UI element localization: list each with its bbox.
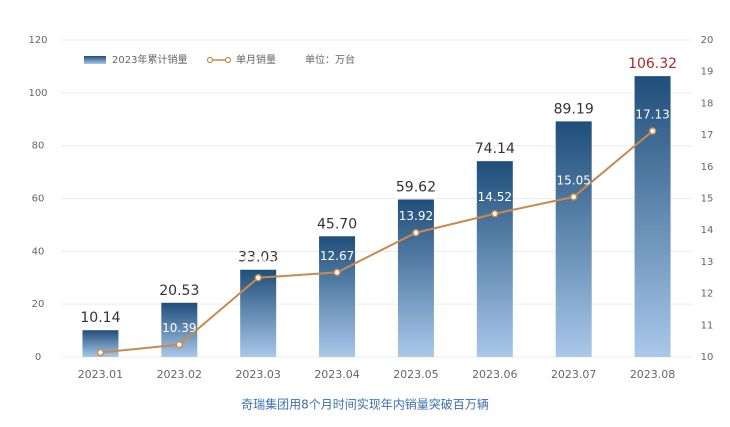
bar-value-label: 45.70 xyxy=(317,216,357,232)
legend-marker xyxy=(206,56,214,64)
bar-value-label: 106.32 xyxy=(628,56,677,72)
y-tick-label: 40 xyxy=(32,246,45,257)
line-marker xyxy=(648,127,657,135)
x-tick-label: 2023.02 xyxy=(157,368,203,381)
legend-label: 2023年累计销量 xyxy=(112,53,187,66)
line-marker xyxy=(96,348,105,357)
bar-value-label: 10.14 xyxy=(80,310,120,326)
bar-value-label: 59.62 xyxy=(396,180,436,196)
y2-tick-label: 13 xyxy=(701,257,714,268)
legend-swatch-bar xyxy=(84,56,106,64)
y-tick-label: 60 xyxy=(32,194,45,205)
bar xyxy=(240,269,277,357)
x-tick-label: 2023.06 xyxy=(472,368,518,381)
line xyxy=(100,130,654,354)
line-marker xyxy=(491,209,499,218)
bar-value-label: 74.14 xyxy=(475,141,515,157)
x-tick-label: 2023.04 xyxy=(314,368,360,381)
y2-tick-label: 10 xyxy=(701,352,714,363)
y2-tick-label: 20 xyxy=(701,35,714,46)
line-marker xyxy=(333,268,341,277)
y2-tick-label: 14 xyxy=(701,225,714,236)
line-marker xyxy=(569,193,578,201)
line-marker xyxy=(254,274,262,282)
x-tick-label: 2023.08 xyxy=(630,368,676,381)
bar-value-label: 20.53 xyxy=(159,283,199,299)
y2-tick-label: 12 xyxy=(701,289,714,300)
line-value-label: 10.39 xyxy=(162,321,196,335)
y2-tick-label: 15 xyxy=(701,194,714,205)
y-tick-label: 80 xyxy=(32,141,45,152)
y-tick-label: 120 xyxy=(28,35,47,46)
x-tick-label: 2023.07 xyxy=(551,368,597,381)
bar xyxy=(634,76,671,357)
bar xyxy=(397,199,434,357)
y-tick-label: 0 xyxy=(35,352,41,363)
bar xyxy=(555,121,592,358)
bar xyxy=(319,236,356,357)
line-value-label: 14.52 xyxy=(478,190,512,204)
legend-label: 单月销量 xyxy=(236,53,276,66)
y2-tick-label: 18 xyxy=(701,98,714,109)
y2-tick-label: 11 xyxy=(701,320,714,331)
bar-value-label: 89.19 xyxy=(554,101,594,117)
caption: 奇瑞集团用8个月时间实现年内销量突破百万辆 xyxy=(241,397,489,412)
x-tick-label: 2023.01 xyxy=(78,368,124,381)
y2-tick-label: 16 xyxy=(701,162,714,173)
line-value-label: 15.05 xyxy=(557,173,591,187)
line-value-label: 12.50 xyxy=(241,254,275,268)
y-tick-label: 20 xyxy=(32,299,45,310)
bar xyxy=(476,161,513,357)
y2-tick-label: 17 xyxy=(701,130,714,141)
x-tick-label: 2023.05 xyxy=(393,368,439,381)
y2-tick-label: 19 xyxy=(701,67,714,78)
unit-label: 单位：万台 xyxy=(305,53,355,66)
line-marker xyxy=(412,228,420,237)
line-marker xyxy=(175,340,184,349)
line-value-label: 12.67 xyxy=(320,249,354,263)
line-value-label: 17.13 xyxy=(635,107,669,121)
bar-value-label: 33.03 xyxy=(238,250,278,266)
legend-marker xyxy=(224,56,232,64)
line-value-label: 13.92 xyxy=(399,209,433,223)
x-tick-label: 2023.03 xyxy=(235,368,281,381)
y-tick-label: 100 xyxy=(28,88,47,99)
